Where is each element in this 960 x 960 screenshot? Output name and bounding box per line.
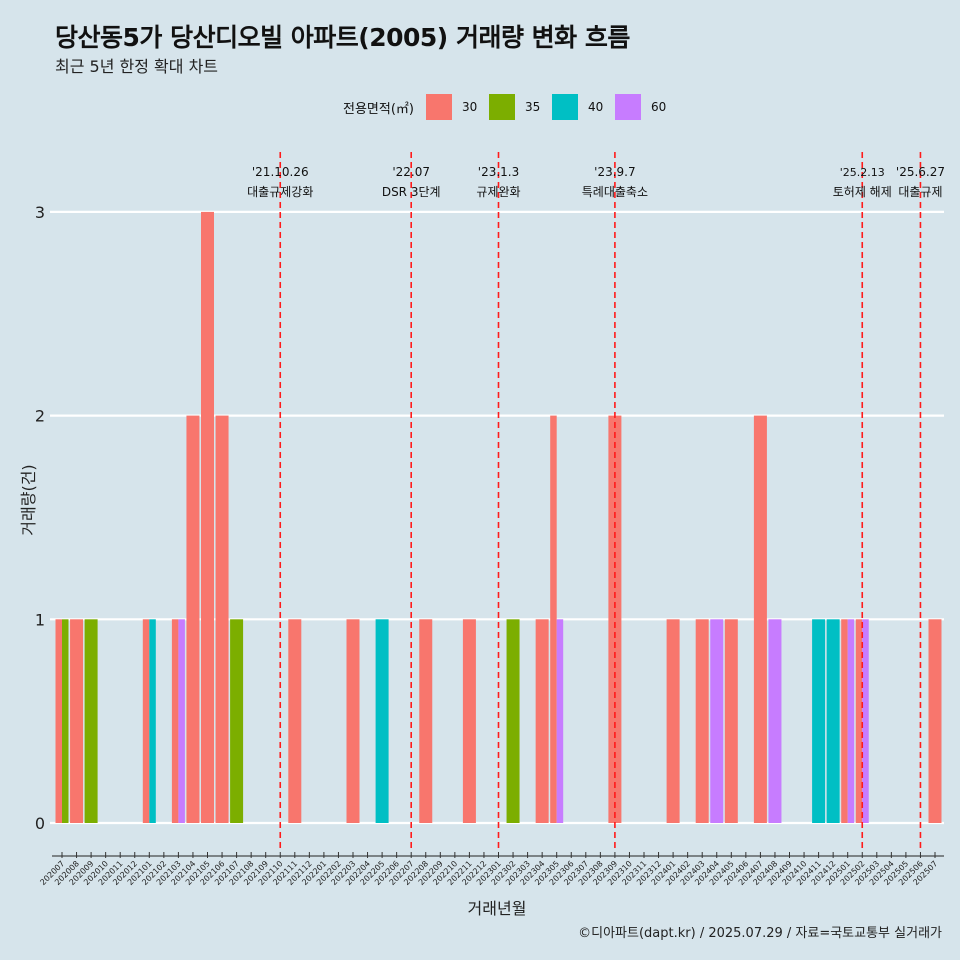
bar-202405-30: [724, 619, 738, 823]
chart-subtitle: 최근 5년 한정 확대 차트: [55, 57, 219, 76]
bar-202101-30: [142, 619, 150, 823]
event-text-label: 대출규제강화: [247, 185, 313, 199]
bar-202302-35: [506, 619, 520, 823]
bar-202502-30: [855, 619, 863, 823]
y-axis-title: 거래량(건): [19, 464, 38, 535]
bar-202407-30: [753, 415, 767, 823]
event-date-label: '21.10.26: [252, 165, 309, 179]
bar-202007-35: [62, 619, 69, 823]
event-text-label: DSR 3단계: [382, 185, 441, 199]
bar-202411-40: [812, 619, 826, 823]
bar-202111-30: [288, 619, 302, 823]
legend: 전용면적(㎡) 30 35 40 60: [343, 93, 678, 121]
bar-202502-60: [862, 619, 869, 823]
chart-title: 당산동5가 당산디오빌 아파트(2005) 거래량 변화 흐름: [55, 23, 630, 52]
legend-title: 전용면적(㎡): [343, 101, 414, 117]
bar-202412-40: [826, 619, 840, 823]
bar-202501-60: [847, 619, 855, 823]
y-tick-label: 0: [35, 814, 45, 833]
bar-202309-30: [608, 415, 622, 823]
legend-item-60: 60: [614, 94, 667, 120]
bar-202403-30: [695, 619, 709, 823]
legend-swatch-60: [614, 94, 641, 120]
event-date-label: '25.2.13: [840, 166, 885, 179]
legend-label-40: 40: [587, 100, 604, 114]
event-text-label: 규제완화: [476, 185, 520, 199]
bar-202106-30: [215, 415, 229, 823]
legend-item-35: 35: [488, 94, 541, 120]
bar-202208-30: [419, 619, 433, 823]
event-text-label: 대출규제: [898, 185, 942, 199]
legend-label-60: 60: [650, 100, 667, 114]
bar-202401-30: [666, 619, 680, 823]
legend-swatch-35: [488, 94, 515, 120]
y-tick-label: 2: [35, 407, 45, 426]
y-tick-label: 3: [35, 203, 45, 222]
legend-item-40: 40: [551, 94, 604, 120]
bar-202107-35: [230, 619, 244, 823]
source-caption: ©디아파트(dapt.kr) / 2025.07.29 / 자료=국토교통부 실…: [578, 926, 942, 941]
legend-item-30: 30: [425, 94, 478, 120]
bar-202007-30: [55, 619, 62, 823]
y-tick-label: 1: [35, 610, 45, 629]
event-date-label: '25.6.27: [896, 165, 945, 179]
bar-202501-30: [841, 619, 848, 823]
bar-202305-30: [550, 415, 557, 823]
bar-202101-40: [149, 619, 156, 823]
legend-swatch-30: [425, 94, 452, 120]
bar-202205-40: [375, 619, 389, 823]
bar-202008-30: [70, 619, 84, 823]
bar-202103-60: [178, 619, 185, 823]
event-date-label: '23.1.3: [478, 165, 519, 179]
bar-202211-30: [462, 619, 476, 823]
event-date-label: '22.07: [392, 165, 430, 179]
bar-202507-30: [928, 619, 942, 823]
event-date-label: '23.9.7: [594, 165, 635, 179]
x-axis-title: 거래년월: [468, 899, 527, 918]
event-text-label: 특례대출축소: [582, 185, 648, 199]
legend-label-35: 35: [524, 100, 541, 114]
bar-202408-60: [768, 619, 782, 823]
bar-202103-30: [171, 619, 179, 823]
bar-202304-30: [535, 619, 549, 823]
bar-202105-30: [201, 211, 214, 823]
bar-202104-30: [186, 415, 200, 823]
bar-202305-60: [556, 619, 564, 823]
legend-swatch-40: [551, 94, 578, 120]
bar-202203-30: [346, 619, 360, 823]
bar-202009-35: [84, 619, 98, 823]
event-text-label: 토허제 해제: [833, 185, 892, 199]
bar-202404-60: [710, 619, 724, 823]
legend-label-30: 30: [461, 100, 478, 114]
